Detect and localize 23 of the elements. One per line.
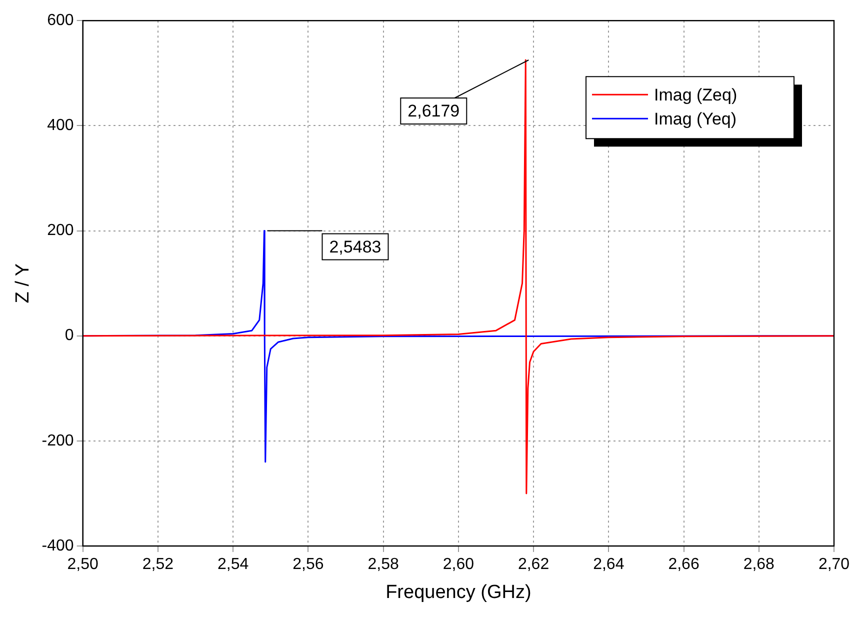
annotation: 2,6179 xyxy=(408,102,460,121)
x-tick-label: 2,70 xyxy=(818,556,850,574)
legend-label: Imag (Yeq) xyxy=(654,109,737,128)
x-tick-label: 2,52 xyxy=(142,556,174,574)
x-tick-label: 2,64 xyxy=(593,556,624,574)
y-tick-label: 0 xyxy=(64,327,74,344)
x-tick-label: 2,56 xyxy=(292,556,324,574)
x-tick-label: 2,62 xyxy=(518,556,550,574)
legend-label: Imag (Zeq) xyxy=(654,85,738,104)
x-tick-label: 2,68 xyxy=(743,556,775,574)
x-axis-title: Frequency (GHz) xyxy=(386,582,532,603)
x-tick-label: 2,54 xyxy=(217,556,249,574)
y-axis-title: Z / Y xyxy=(12,263,34,304)
x-tick-label: 2,58 xyxy=(368,556,399,574)
annotation: 2,5483 xyxy=(329,237,382,256)
y-tick-label: 400 xyxy=(47,117,74,134)
y-tick-label: -400 xyxy=(42,537,74,554)
x-tick-label: 2,60 xyxy=(442,556,474,574)
x-tick-label: 2,50 xyxy=(67,556,98,574)
y-tick-label: -200 xyxy=(42,432,74,450)
y-tick-label: 600 xyxy=(47,12,74,30)
x-tick-label: 2,66 xyxy=(668,556,700,574)
y-tick-label: 200 xyxy=(47,222,74,240)
